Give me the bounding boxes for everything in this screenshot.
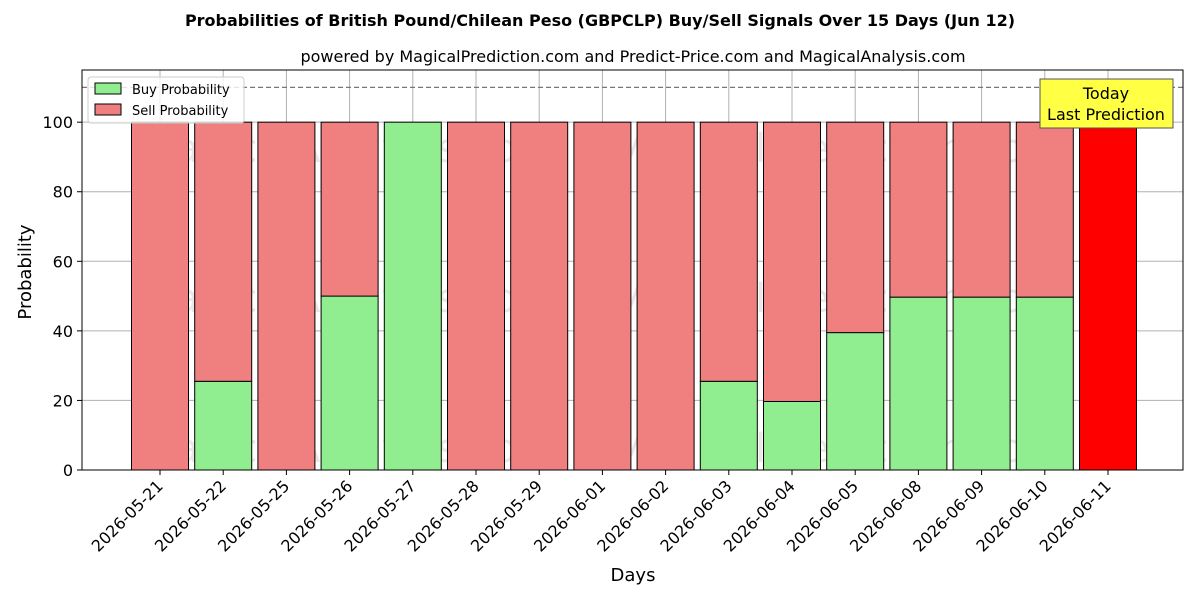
bar-sell-9 xyxy=(699,121,758,382)
bars xyxy=(131,121,1137,471)
plot-frame xyxy=(81,69,1184,471)
bar-sell-12 xyxy=(889,121,948,298)
bar-sell-8 xyxy=(636,121,695,471)
bar-buy-11 xyxy=(826,332,885,471)
bar-sell-5 xyxy=(447,121,505,471)
legend-buy-label: Buy Probability xyxy=(132,83,230,98)
bar-sell-1 xyxy=(194,121,253,382)
bar-sell-2 xyxy=(257,121,316,471)
bar-buy-10 xyxy=(763,400,821,471)
bar-sell-14 xyxy=(1015,121,1074,298)
legend-sell-swatch xyxy=(94,103,122,116)
chart-title: Probabilities of British Pound/Chilean P… xyxy=(185,11,1015,30)
bar-buy-4 xyxy=(383,121,442,471)
today-line1: Today xyxy=(1082,84,1129,103)
y-axis-label: Probability xyxy=(15,224,36,319)
bar-sell-15 xyxy=(1079,121,1137,471)
bar-sell-0 xyxy=(131,121,189,471)
y-tick-label-1: 20 xyxy=(53,391,73,410)
y-tick-label-3: 60 xyxy=(53,252,73,271)
legend-sell-label: Sell Probability xyxy=(132,104,229,119)
bar-buy-14 xyxy=(1015,296,1074,471)
y-tick-label-5: 100 xyxy=(42,113,73,132)
y-tick-label-0: 0 xyxy=(63,461,73,480)
today-annotation: Today Last Prediction xyxy=(1039,78,1174,129)
bar-sell-10 xyxy=(763,121,821,402)
bar-buy-9 xyxy=(699,380,758,471)
bar-sell-6 xyxy=(510,121,569,471)
bar-sell-3 xyxy=(320,121,379,297)
bar-buy-3 xyxy=(320,295,379,471)
bar-buy-13 xyxy=(952,296,1011,471)
legend-buy-swatch xyxy=(94,82,122,95)
bar-buy-1 xyxy=(194,380,253,471)
today-line2: Last Prediction xyxy=(1047,105,1165,124)
bar-sell-7 xyxy=(573,121,632,471)
today-box xyxy=(1039,78,1174,129)
bar-sell-11 xyxy=(826,121,885,334)
bar-buy-12 xyxy=(889,296,948,471)
bar-sell-13 xyxy=(952,121,1011,298)
y-tick-label-4: 80 xyxy=(53,183,73,202)
legend-frame xyxy=(87,76,245,124)
y-axis: 0 20 40 60 80 100 xyxy=(42,113,82,480)
y-tick-label-2: 40 xyxy=(53,322,73,341)
legend: Buy Probability Sell Probability xyxy=(87,76,245,124)
x-axis-label: Days xyxy=(611,565,656,586)
chart-subtitle: powered by MagicalPrediction.com and Pre… xyxy=(300,47,965,66)
x-axis: 2026-05-212026-05-222026-05-252026-05-26… xyxy=(88,470,1115,556)
